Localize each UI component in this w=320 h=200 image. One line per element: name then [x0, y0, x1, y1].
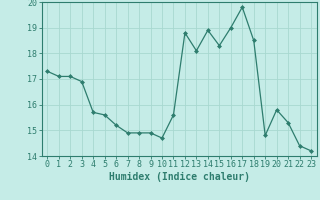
X-axis label: Humidex (Indice chaleur): Humidex (Indice chaleur) [109, 172, 250, 182]
